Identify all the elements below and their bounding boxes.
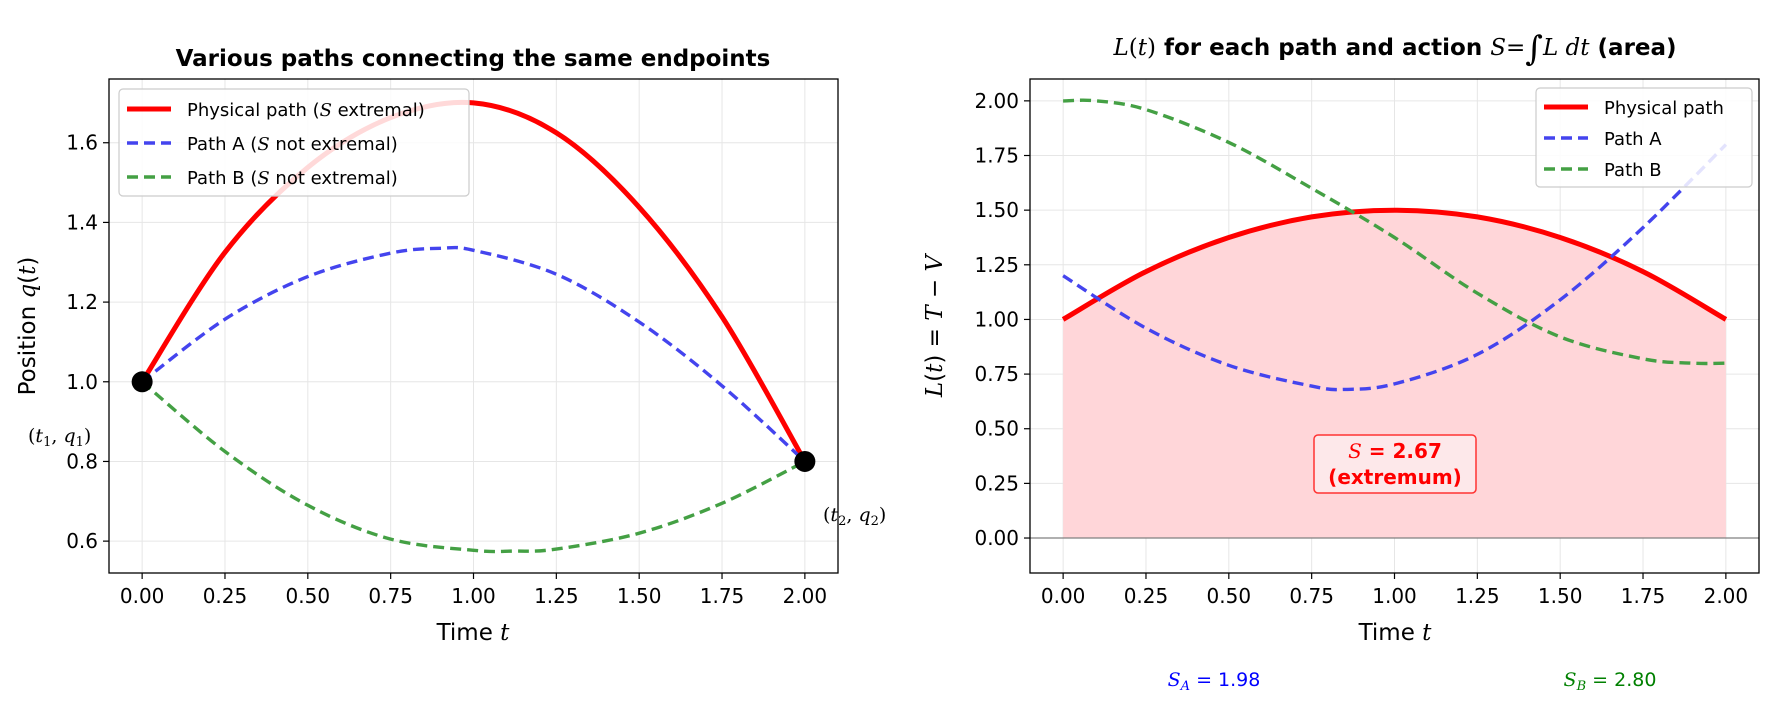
right-ytick-label-0-75: 0.75 — [974, 362, 1019, 386]
left-xtick-label-0-00: 0.00 — [120, 584, 165, 608]
legend-label-physical: Physical path (S extremal) — [187, 100, 425, 121]
right-ytick-label-0-50: 0.50 — [974, 417, 1019, 441]
right-ytick-label-1-25: 1.25 — [974, 253, 1019, 277]
endpoint-label-start: (t1, q1) — [28, 425, 91, 450]
left-xtick-label-1-75: 1.75 — [700, 584, 745, 608]
left-ytick-label-0-6: 0.6 — [66, 529, 98, 553]
legend-label-path-a-r: Path A — [1604, 129, 1662, 150]
left-title: Various paths connecting the same endpoi… — [176, 46, 771, 72]
legend-label-path-b: Path B (S not extremal) — [187, 168, 398, 189]
right-series — [1030, 98, 1759, 539]
action-value-path-b: SB = 2.80 — [1564, 669, 1657, 694]
left-ytick-label-1-4: 1.4 — [66, 210, 98, 234]
endpoint-marker-1 — [131, 371, 153, 393]
right-ytick-label-0-25: 0.25 — [974, 471, 1019, 495]
left-xtick-label-2-00: 2.00 — [783, 584, 828, 608]
right-xtick-label-1-00: 1.00 — [1372, 584, 1417, 608]
right-area-physical-path — [1063, 210, 1726, 538]
right-ylabel: L(t) = T − V — [922, 252, 948, 398]
right-ytick-label-0-00: 0.00 — [974, 526, 1019, 550]
right-ytick-label-1-50: 1.50 — [974, 198, 1019, 222]
left-ytick-label-0-8: 0.8 — [66, 449, 98, 473]
right-xtick-label-2-00: 2.00 — [1704, 584, 1749, 608]
left-chart: 0.00 0.25 0.50 0.75 1.00 1.25 1.50 1.75 2.00 0.6 0… — [15, 46, 886, 646]
left-line-path-a-s-not-extremal — [141, 245, 807, 463]
action-annotation-value: S = 2.67 — [1348, 439, 1442, 463]
right-xtick-label-0-75: 0.75 — [1289, 584, 1334, 608]
left-series — [131, 99, 816, 554]
left-ticks: 0.00 0.25 0.50 0.75 1.00 1.25 1.50 1.75 2.00 0.6 0… — [66, 131, 827, 608]
action-value-path-a: SA = 1.98 — [1168, 669, 1261, 694]
right-line-physical-path — [1061, 207, 1728, 322]
left-ytick-label-1-0: 1.0 — [66, 370, 98, 394]
left-xtick-label-1-50: 1.50 — [617, 584, 662, 608]
right-xlabel: Time t — [1358, 620, 1433, 646]
right-chart: 0.00 0.25 0.50 0.75 1.00 1.25 1.50 1.75 2.00 0.00… — [922, 29, 1760, 694]
right-legend: Physical path Path A Path B — [1535, 87, 1753, 188]
right-legend-box — [1535, 87, 1753, 188]
left-xtick-label-0-75: 0.75 — [368, 584, 413, 608]
right-ticks: 0.00 0.25 0.50 0.75 1.00 1.25 1.50 1.75 2.00 0.00… — [974, 89, 1748, 608]
right-xtick-label-0-25: 0.25 — [1124, 584, 1169, 608]
left-line-path-b-s-not-extremal — [141, 380, 806, 554]
left-line-physical-path-s-extremal — [139, 99, 808, 463]
left-grid — [109, 79, 838, 573]
left-ytick-label-1-2: 1.2 — [66, 290, 98, 314]
left-ylabel: Position q(t) — [15, 257, 41, 396]
action-annotation-box — [1313, 434, 1477, 494]
left-xtick-label-0-50: 0.50 — [286, 584, 331, 608]
left-xtick-label-1-25: 1.25 — [534, 584, 579, 608]
action-annotation: S = 2.67 (extremum) — [1313, 434, 1477, 494]
legend-label-path-b-r: Path B — [1604, 160, 1662, 181]
right-title: L(t) for each path and action S=∫L dt (a… — [1112, 29, 1676, 69]
legend-label-physical-r: Physical path — [1604, 98, 1724, 119]
left-ytick-label-1-6: 1.6 — [66, 131, 98, 155]
endpoint-label-end: (t2, q2) — [823, 504, 886, 529]
right-line-path-b — [1063, 98, 1726, 366]
legend-label-path-a: Path A (S not extremal) — [187, 134, 398, 155]
action-annotation-note: (extremum) — [1328, 465, 1462, 489]
right-ytick-label-1-75: 1.75 — [974, 144, 1019, 168]
right-xtick-label-0-00: 0.00 — [1041, 584, 1086, 608]
right-ytick-label-1-00: 1.00 — [974, 307, 1019, 331]
endpoint-marker-2 — [794, 450, 816, 472]
right-line-path-a — [1062, 143, 1728, 392]
right-ytick-label-2-00: 2.00 — [974, 89, 1019, 113]
right-xtick-label-0-50: 0.50 — [1207, 584, 1252, 608]
right-xtick-label-1-50: 1.50 — [1538, 584, 1583, 608]
right-xtick-label-1-25: 1.25 — [1455, 584, 1500, 608]
left-legend-box — [118, 88, 470, 197]
left-xlabel: Time t — [436, 620, 511, 646]
left-xtick-label-1-00: 1.00 — [451, 584, 496, 608]
left-legend: Physical path (S extremal) Path A (S not… — [118, 88, 470, 197]
right-xtick-label-1-75: 1.75 — [1621, 584, 1666, 608]
left-xtick-label-0-25: 0.25 — [203, 584, 248, 608]
